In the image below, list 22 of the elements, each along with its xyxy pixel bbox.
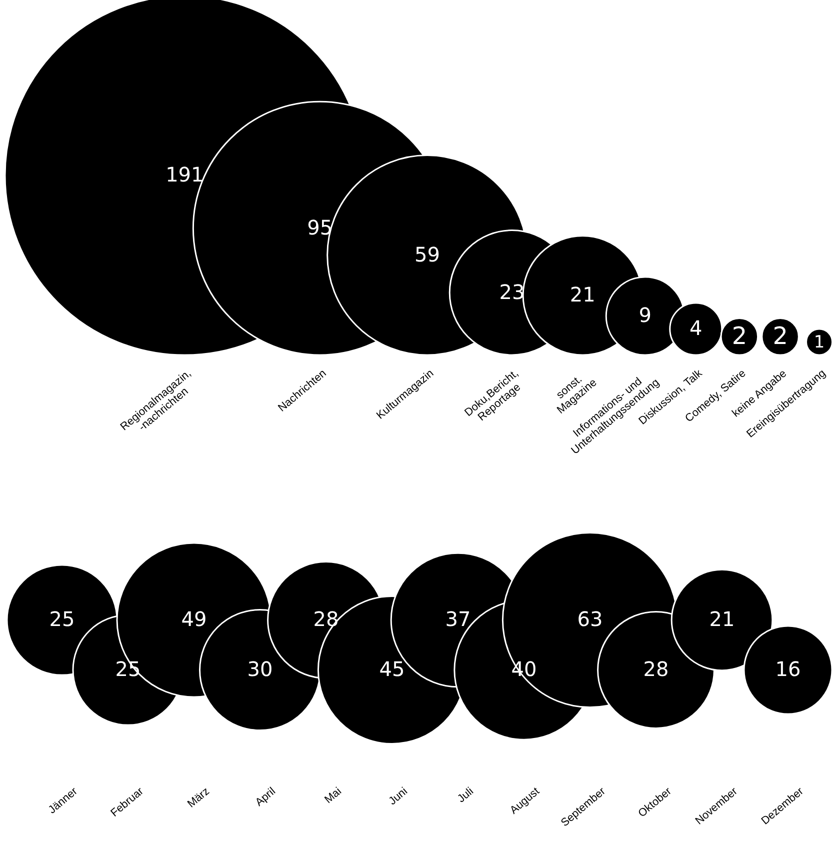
category-label: Juni <box>386 785 410 808</box>
data-label: 30 <box>247 657 273 682</box>
data-label: 59 <box>414 242 440 266</box>
data-label: 25 <box>49 607 75 632</box>
data-label: 37 <box>445 607 471 632</box>
data-label: 191 <box>166 162 204 187</box>
data-label: 63 <box>577 607 603 632</box>
data-label: 21 <box>570 282 596 307</box>
data-label: 95 <box>307 215 333 240</box>
category-label: Mai <box>322 785 344 806</box>
data-label: 16 <box>775 657 801 682</box>
data-label: 45 <box>379 657 405 682</box>
data-label: 28 <box>313 607 339 632</box>
data-label: 2 <box>732 322 748 350</box>
data-label: 2 <box>772 322 788 350</box>
data-label: 49 <box>181 607 207 632</box>
category-label: Juli <box>456 785 476 806</box>
data-label: 9 <box>638 303 652 328</box>
data-label: 4 <box>690 316 702 340</box>
data-label: 21 <box>709 607 735 632</box>
data-label: 1 <box>814 331 825 352</box>
data-label: 28 <box>643 657 669 682</box>
